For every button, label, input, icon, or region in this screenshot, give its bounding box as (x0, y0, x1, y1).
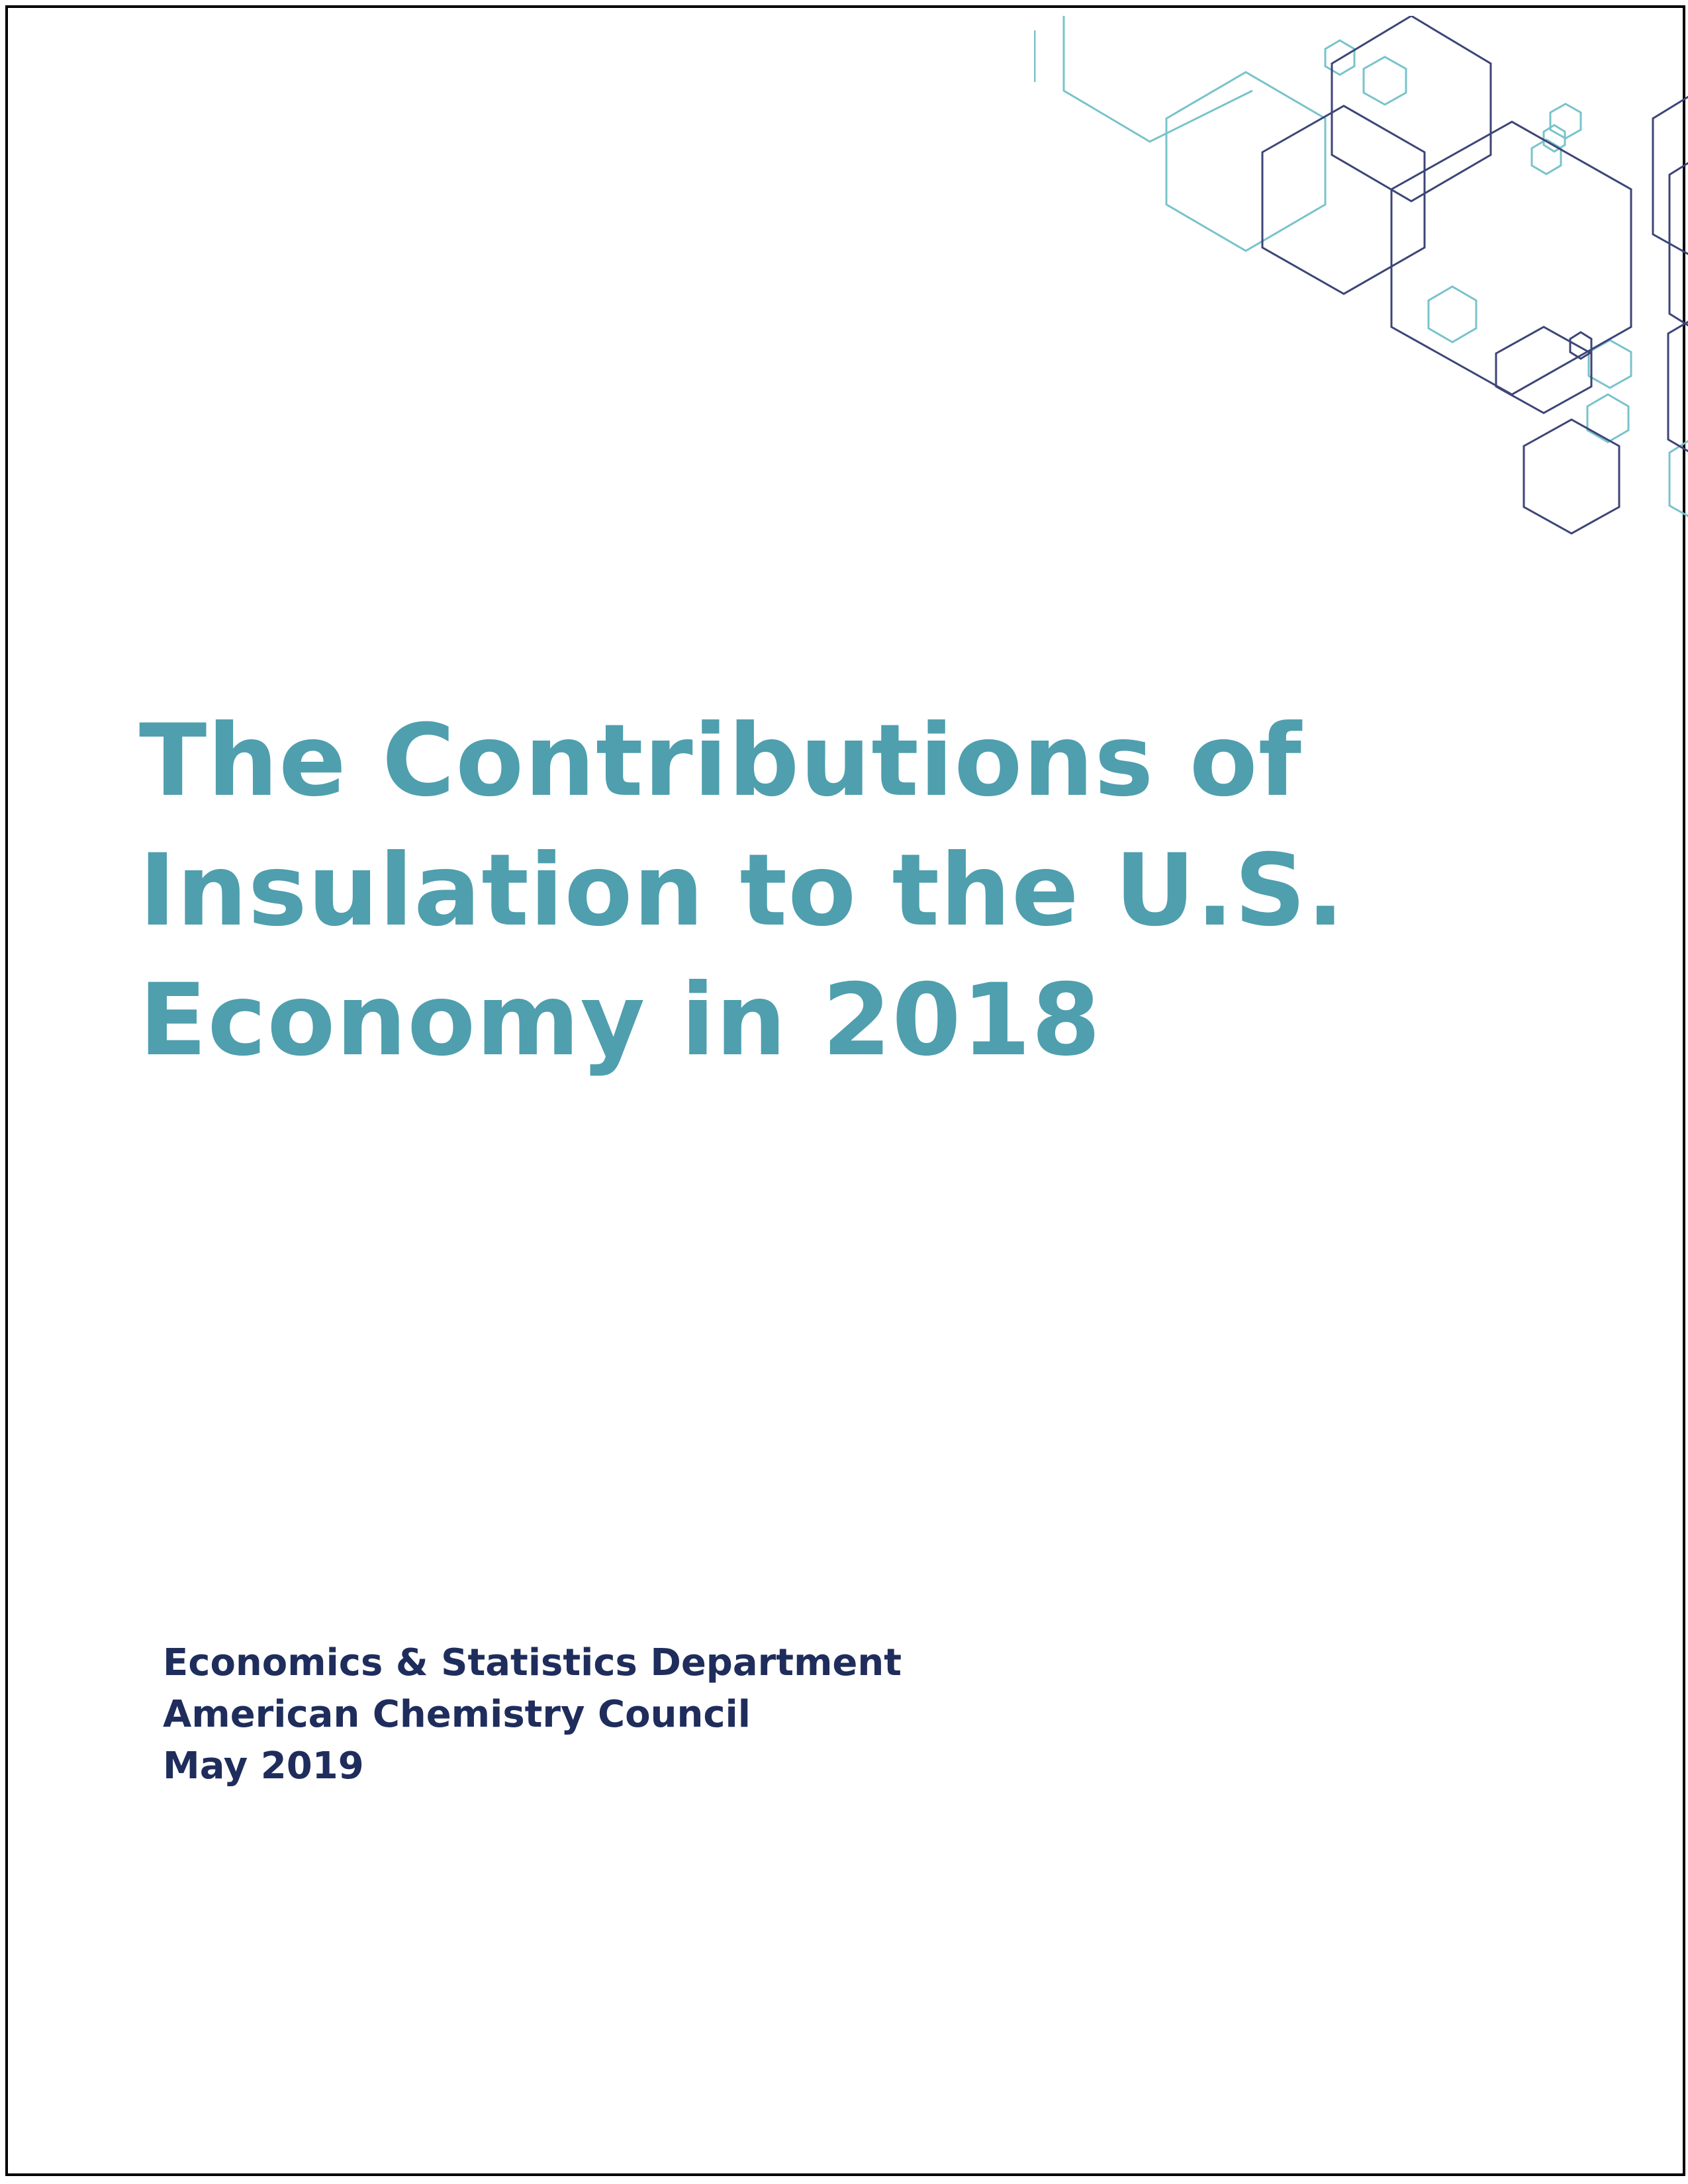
report-title: The Contributions of Insulation to the U… (139, 696, 1345, 1085)
department-name: Economics & Statistics Department (163, 1641, 902, 1684)
cover-page: The Contributions of Insulation to the U… (5, 5, 1688, 2176)
hexagon-pattern-icon (1034, 16, 1688, 535)
byline: Economics & Statistics Department Americ… (163, 1637, 1090, 1792)
organization-name: American Chemistry Council (163, 1693, 751, 1736)
title-line-3: Economy in 2018 (139, 963, 1102, 1078)
title-line-2: Insulation to the U.S. (139, 833, 1345, 948)
title-line-1: The Contributions of (139, 704, 1303, 819)
publication-date: May 2019 (163, 1745, 364, 1788)
